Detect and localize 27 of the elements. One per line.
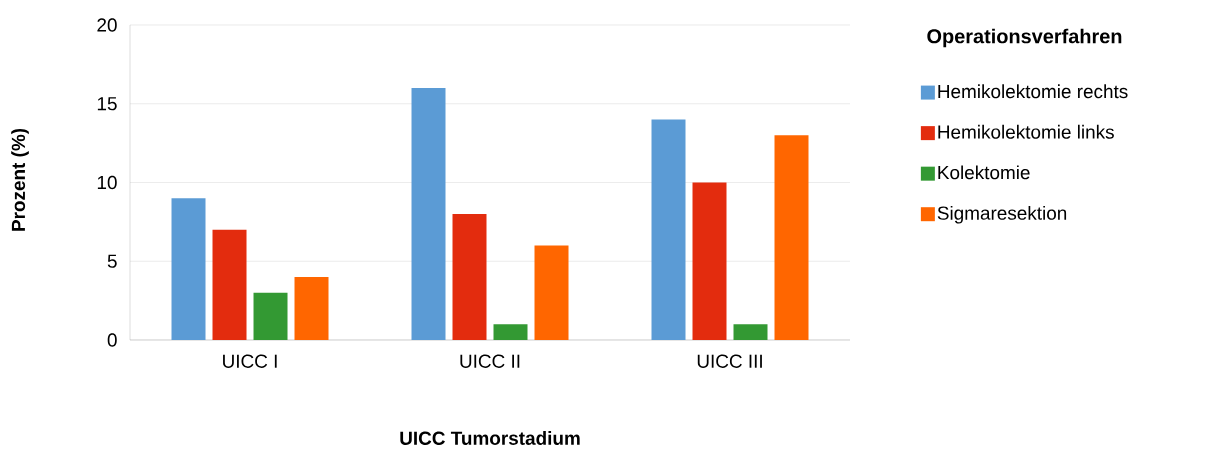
y-tick-label: 20 xyxy=(97,18,117,32)
bar xyxy=(171,198,206,340)
legend-label: Kolektomie xyxy=(938,165,1030,180)
x-axis-title: UICC Tumorstadium xyxy=(400,430,580,445)
bar xyxy=(294,276,329,340)
legend-label: Hemikolektomie links xyxy=(938,124,1114,139)
y-tick-label: 15 xyxy=(97,97,117,111)
bar xyxy=(212,229,247,340)
bar xyxy=(692,182,727,340)
legend-label: Hemikolektomie rechts xyxy=(938,84,1128,99)
y-tick-label: 5 xyxy=(107,254,117,268)
y-tick-label: 10 xyxy=(97,175,117,190)
bar xyxy=(534,245,569,340)
x-tick-label: UICC I xyxy=(223,354,277,368)
legend-label: Sigmaresektion xyxy=(937,205,1067,224)
bar xyxy=(733,324,768,340)
bar xyxy=(253,292,288,340)
bar xyxy=(493,324,528,340)
legend-title: Operationsverfahren xyxy=(927,28,1122,48)
bar xyxy=(411,87,446,340)
x-tick-label: UICC III xyxy=(697,354,762,368)
x-tick-label: UICC II xyxy=(460,354,520,368)
bar xyxy=(774,135,809,340)
bar xyxy=(452,213,487,340)
y-axis-title: Prozent (%) xyxy=(11,128,29,231)
y-tick-label: 0 xyxy=(107,333,117,347)
bar xyxy=(651,119,686,340)
